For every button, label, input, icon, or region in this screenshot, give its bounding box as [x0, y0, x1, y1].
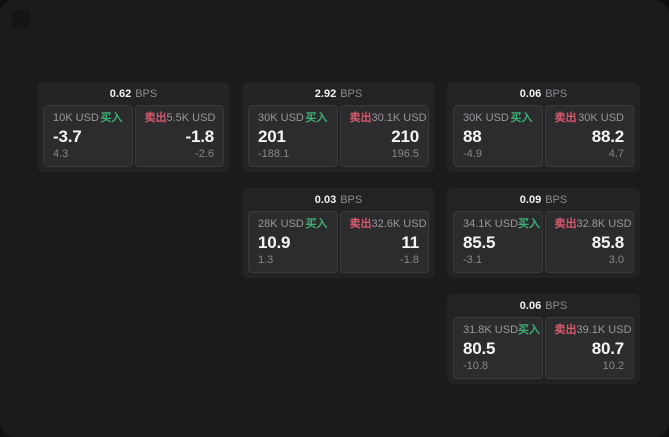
buy-change: -3.1 [463, 254, 482, 266]
sell-change: 10.2 [602, 360, 624, 372]
spread-value: 0.62 [109, 87, 132, 100]
sell-change: 4.7 [608, 148, 624, 160]
sell-button[interactable]: 卖出 [349, 218, 372, 230]
buy-price: 80.5 [463, 339, 496, 358]
spread-unit: BPS [545, 299, 568, 312]
spread-value: 0.03 [314, 193, 337, 206]
app-logo-icon[interactable] [12, 10, 30, 28]
spread-value: 0.06 [519, 299, 542, 312]
quote-panels: 30K USD 买入 88 -4.9 卖出 30K USD 88.2 4.7 [447, 105, 640, 172]
sell-panel[interactable]: 卖出 5.5K USD -1.8 -2.6 [134, 105, 224, 167]
sell-panel[interactable]: 卖出 30.1K USD 210 196.5 [339, 105, 429, 167]
spread-header: 0.03 BPS [242, 188, 435, 211]
sell-button[interactable]: 卖出 [554, 112, 577, 124]
buy-price: -3.7 [53, 127, 82, 146]
sell-price: 210 [391, 127, 419, 146]
sell-amount: 39.1K USD [576, 324, 632, 336]
quote-panels: 30K USD 买入 201 -188.1 卖出 30.1K USD 210 1… [242, 105, 435, 172]
buy-button[interactable]: 买入 [518, 218, 541, 230]
buy-change: 1.3 [258, 254, 274, 266]
buy-price: 85.5 [463, 233, 496, 252]
sell-amount: 30.1K USD [371, 112, 427, 124]
buy-button[interactable]: 买入 [518, 324, 541, 336]
sell-price: 88.2 [591, 127, 624, 146]
spread-header: 0.62 BPS [37, 82, 230, 105]
buy-amount: 30K USD [463, 112, 509, 124]
sell-button[interactable]: 卖出 [144, 112, 167, 124]
quote-card: 0.03 BPS 28K USD 买入 10.9 1.3 卖出 32.6K US… [242, 188, 435, 278]
buy-button[interactable]: 买入 [100, 112, 123, 124]
spread-unit: BPS [135, 87, 158, 100]
sell-button[interactable]: 卖出 [554, 218, 577, 230]
sell-price: 80.7 [591, 339, 624, 358]
spread-value: 2.92 [314, 87, 337, 100]
buy-button[interactable]: 买入 [510, 112, 533, 124]
quote-card: 0.09 BPS 34.1K USD 买入 85.5 -3.1 卖出 32.8K… [447, 188, 640, 278]
buy-price: 10.9 [258, 233, 291, 252]
buy-panel[interactable]: 34.1K USD 买入 85.5 -3.1 [453, 211, 543, 273]
buy-amount: 34.1K USD [463, 218, 519, 230]
buy-panel[interactable]: 30K USD 买入 88 -4.9 [453, 105, 543, 167]
quote-card: 0.06 BPS 30K USD 买入 88 -4.9 卖出 30K USD [447, 82, 640, 172]
sell-panel[interactable]: 卖出 32.8K USD 85.8 3.0 [544, 211, 634, 273]
sell-price: 85.8 [591, 233, 624, 252]
buy-panel[interactable]: 31.8K USD 买入 80.5 -10.8 [453, 317, 543, 379]
quote-panels: 31.8K USD 买入 80.5 -10.8 卖出 39.1K USD 80.… [447, 317, 640, 384]
quote-panels: 28K USD 买入 10.9 1.3 卖出 32.6K USD 11 -1.8 [242, 211, 435, 278]
buy-amount: 31.8K USD [463, 324, 519, 336]
buy-panel[interactable]: 28K USD 买入 10.9 1.3 [248, 211, 338, 273]
sell-price: 11 [401, 233, 419, 252]
buy-change: -10.8 [463, 360, 489, 372]
sell-amount: 5.5K USD [166, 112, 216, 124]
sell-panel[interactable]: 卖出 30K USD 88.2 4.7 [544, 105, 634, 167]
sell-button[interactable]: 卖出 [554, 324, 577, 336]
spread-header: 2.92 BPS [242, 82, 435, 105]
buy-change: -4.9 [463, 148, 482, 160]
spread-unit: BPS [340, 193, 363, 206]
quote-card: 0.62 BPS 10K USD 买入 -3.7 4.3 卖出 5.5K USD [37, 82, 230, 172]
sell-button[interactable]: 卖出 [349, 112, 372, 124]
quote-panels: 10K USD 买入 -3.7 4.3 卖出 5.5K USD -1.8 -2.… [37, 105, 230, 172]
spread-header: 0.09 BPS [447, 188, 640, 211]
spread-header: 0.06 BPS [447, 294, 640, 317]
buy-amount: 28K USD [258, 218, 304, 230]
spread-value: 0.06 [519, 87, 542, 100]
quote-card: 2.92 BPS 30K USD 买入 201 -188.1 卖出 30.1K … [242, 82, 435, 172]
sell-amount: 32.8K USD [576, 218, 632, 230]
spread-unit: BPS [545, 87, 568, 100]
buy-button[interactable]: 买入 [305, 112, 328, 124]
buy-panel[interactable]: 10K USD 买入 -3.7 4.3 [43, 105, 133, 167]
buy-panel[interactable]: 30K USD 买入 201 -188.1 [248, 105, 338, 167]
sell-amount: 32.6K USD [371, 218, 427, 230]
sell-panel[interactable]: 卖出 32.6K USD 11 -1.8 [339, 211, 429, 273]
buy-amount: 10K USD [53, 112, 99, 124]
spread-value: 0.09 [519, 193, 542, 206]
sell-change: -2.6 [195, 148, 214, 160]
buy-price: 88 [463, 127, 482, 146]
buy-change: 4.3 [53, 148, 69, 160]
sell-amount: 30K USD [578, 112, 624, 124]
sell-change: 196.5 [391, 148, 419, 160]
buy-price: 201 [258, 127, 286, 146]
spread-unit: BPS [340, 87, 363, 100]
sell-price: -1.8 [185, 127, 215, 146]
buy-amount: 30K USD [258, 112, 304, 124]
quote-panels: 34.1K USD 买入 85.5 -3.1 卖出 32.8K USD 85.8… [447, 211, 640, 278]
quote-card: 0.06 BPS 31.8K USD 买入 80.5 -10.8 卖出 39.1… [447, 294, 640, 384]
quotes-grid: 0.62 BPS 10K USD 买入 -3.7 4.3 卖出 5.5K USD [37, 82, 640, 384]
sell-change: -1.8 [400, 254, 419, 266]
spread-unit: BPS [545, 193, 568, 206]
buy-button[interactable]: 买入 [305, 218, 328, 230]
sell-panel[interactable]: 卖出 39.1K USD 80.7 10.2 [544, 317, 634, 379]
sell-change: 3.0 [608, 254, 624, 266]
buy-change: -188.1 [258, 148, 290, 160]
spread-header: 0.06 BPS [447, 82, 640, 105]
